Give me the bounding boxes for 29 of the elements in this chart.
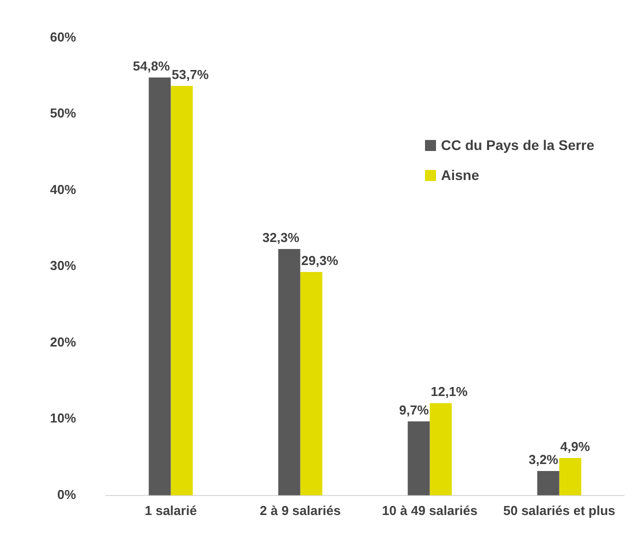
data-label: 3,2% <box>528 452 559 468</box>
bar <box>170 86 193 496</box>
x-tick-label: 1 salarié <box>144 502 197 518</box>
bar <box>430 403 452 496</box>
bar <box>559 458 582 496</box>
x-tick-label: 50 salariés et plus <box>503 502 616 518</box>
bar <box>537 470 560 496</box>
data-label: 9,7% <box>399 402 430 418</box>
bar <box>148 77 171 496</box>
data-label: 29,3% <box>301 253 339 268</box>
y-tick-label: 30% <box>50 258 76 274</box>
x-tick-label: 10 à 49 salariés <box>382 502 478 518</box>
y-tick-label: 60% <box>50 29 76 44</box>
y-tick-label: 0% <box>57 486 76 502</box>
legend-label: Aisne <box>441 167 480 183</box>
data-label: 54,8% <box>132 58 170 74</box>
data-label: 32,3% <box>262 230 300 246</box>
data-label: 4,9% <box>560 439 590 454</box>
bar <box>278 249 300 496</box>
y-tick-label: 20% <box>50 334 76 350</box>
data-label: 12,1% <box>430 384 468 400</box>
x-tick-label: 2 à 9 salariés <box>260 502 341 518</box>
bar <box>300 272 322 496</box>
data-label: 53,7% <box>172 66 210 82</box>
bar <box>408 421 430 496</box>
legend-label: CC du Pays de la Serre <box>441 137 594 153</box>
y-tick-label: 50% <box>50 106 76 121</box>
y-tick-label: 10% <box>50 410 76 426</box>
y-tick-label: 40% <box>50 182 76 197</box>
